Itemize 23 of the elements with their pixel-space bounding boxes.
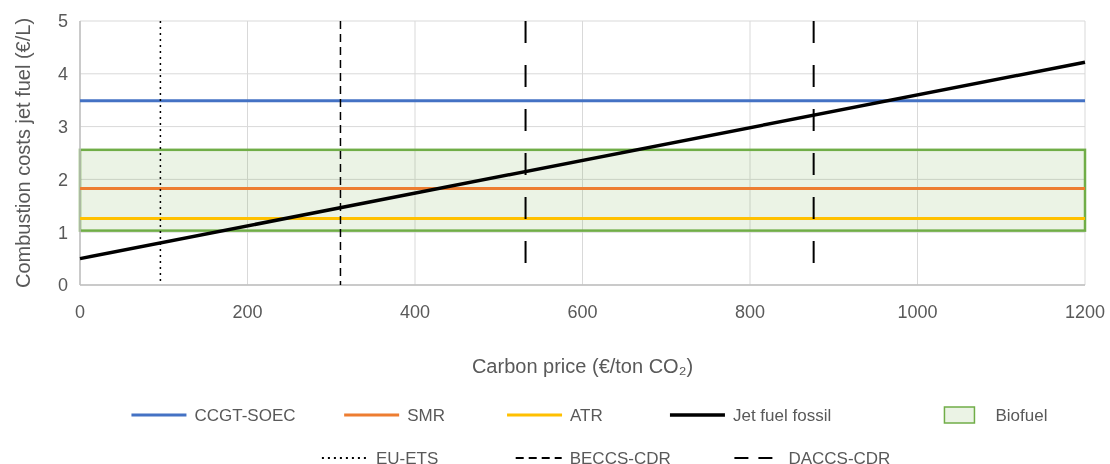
y-tick-label: 4 (57, 64, 68, 85)
legend-label: CCGT-SOEC (194, 405, 296, 425)
legend-label: Biofuel (995, 405, 1048, 425)
legend-label: DACCS-CDR (788, 448, 891, 464)
y-tick-label: 5 (57, 11, 68, 32)
legend-label: SMR (407, 405, 445, 425)
x-tick-label: 800 (734, 302, 766, 322)
legend-label: ATR (570, 405, 603, 425)
y-tick-label: 3 (57, 116, 68, 137)
x-tick-label: 1200 (1064, 302, 1106, 322)
y-tick-label: 2 (57, 169, 68, 190)
x-tick-label: 0 (74, 302, 86, 322)
x-tick-label: 1000 (897, 302, 938, 322)
legend-label: BECCS-CDR (569, 448, 671, 464)
legend-label: EU-ETS (375, 448, 439, 464)
y-tick-label: 1 (57, 222, 68, 243)
x-tick-label: 600 (567, 302, 598, 322)
y-axis-title: Combustion costs jet fuel (€/L) (12, 17, 34, 289)
legend-label: Jet fuel fossil (732, 405, 832, 425)
x-axis-title: Carbon price (€/ton CO₂) (471, 355, 694, 377)
x-tick-label: 200 (232, 302, 263, 322)
x-tick-label: 400 (399, 302, 431, 322)
y-tick-label: 0 (57, 275, 68, 296)
